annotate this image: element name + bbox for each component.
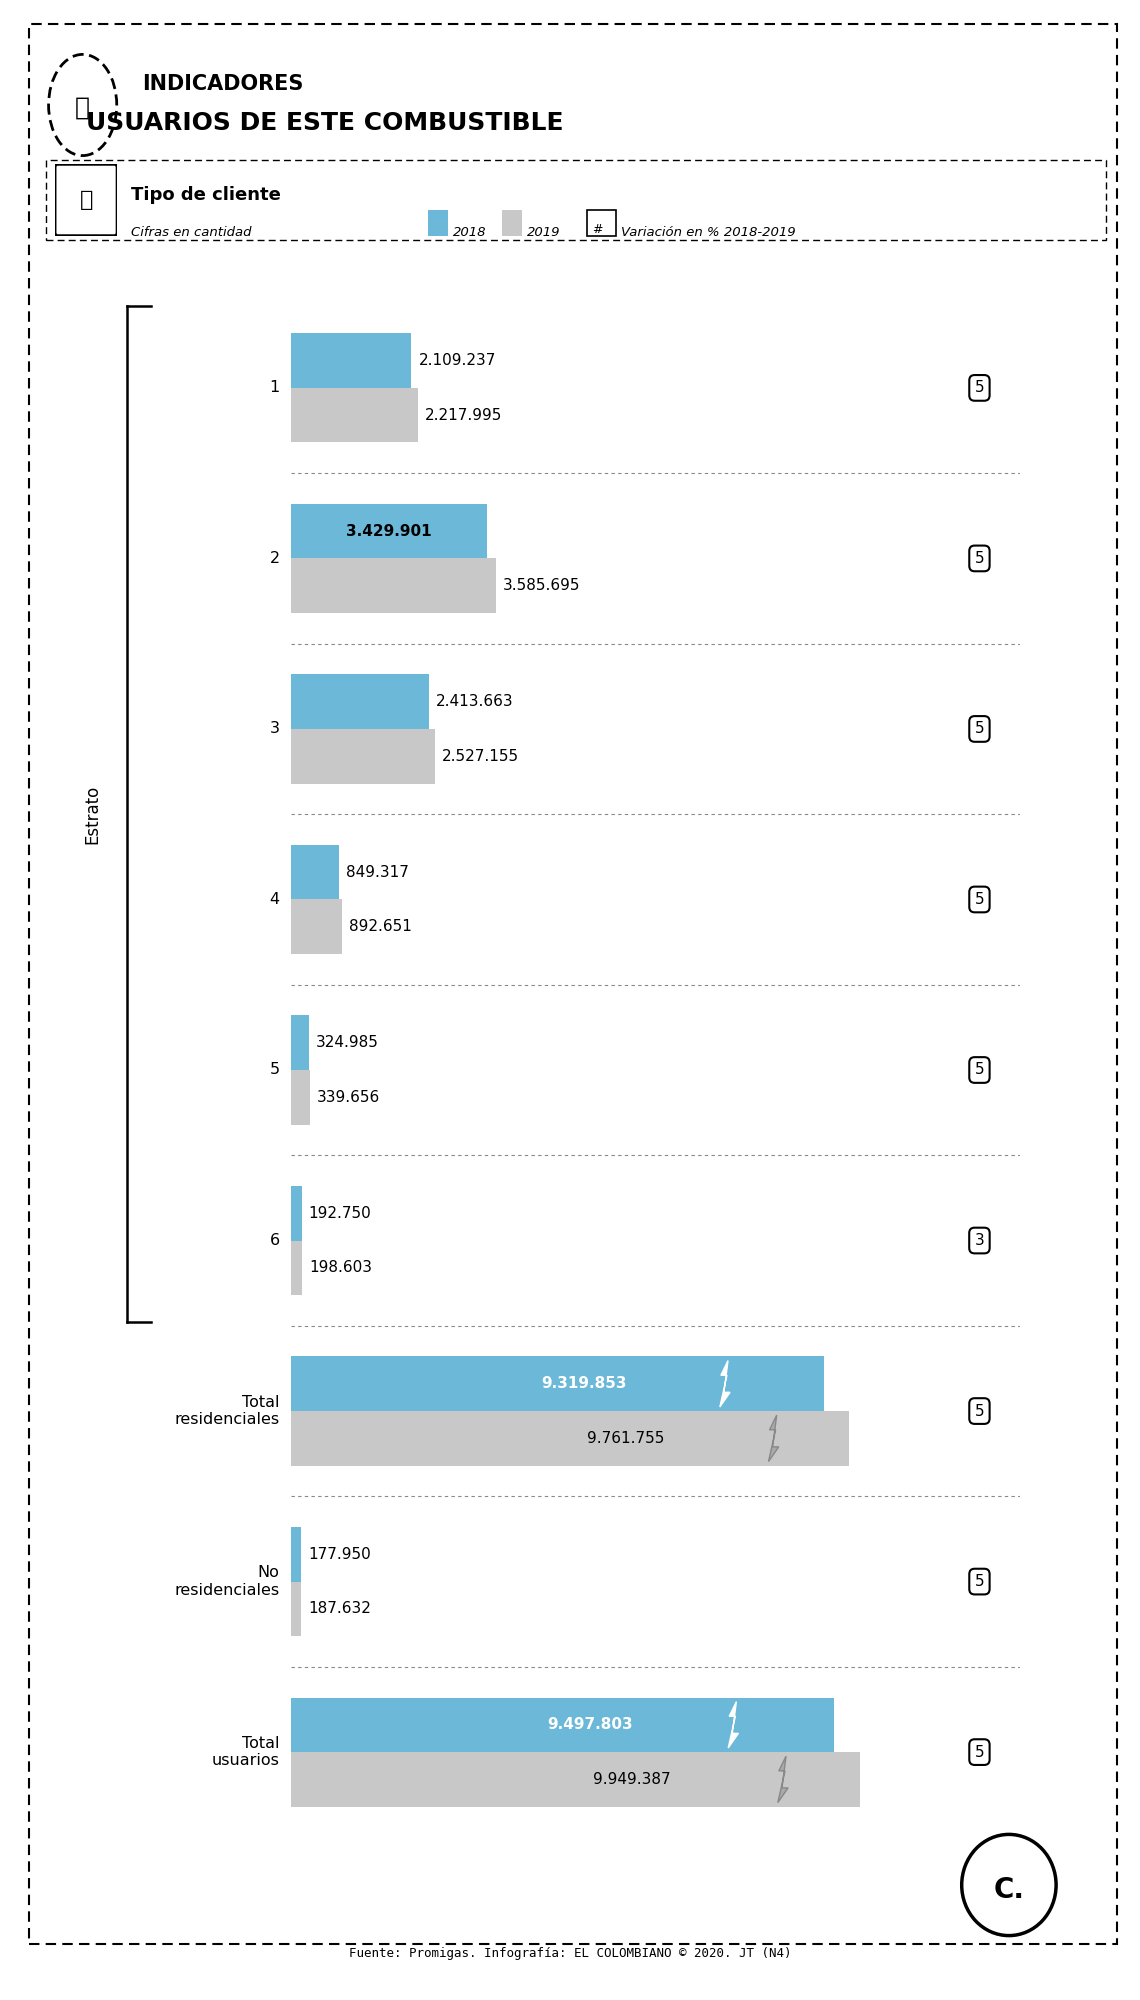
- Bar: [291, 1698, 834, 1752]
- Bar: [291, 1356, 824, 1412]
- Bar: [291, 844, 340, 900]
- Bar: [291, 558, 496, 612]
- Bar: [291, 1240, 302, 1296]
- Bar: [291, 1528, 301, 1582]
- Bar: [291, 504, 487, 558]
- Text: 3: 3: [975, 1234, 984, 1248]
- Polygon shape: [768, 1416, 779, 1462]
- Bar: [291, 900, 342, 954]
- Text: 177.950: 177.950: [308, 1546, 370, 1562]
- Text: 2.109.237: 2.109.237: [418, 354, 496, 368]
- Text: 5: 5: [975, 1744, 984, 1760]
- Text: #: #: [592, 222, 602, 236]
- Polygon shape: [728, 1702, 739, 1748]
- Text: USUARIOS DE ESTE COMBUSTIBLE: USUARIOS DE ESTE COMBUSTIBLE: [86, 110, 563, 136]
- Bar: [291, 674, 429, 728]
- Text: 9.497.803: 9.497.803: [547, 1718, 633, 1732]
- Text: Tipo de cliente: Tipo de cliente: [131, 186, 280, 204]
- Text: 2018: 2018: [453, 226, 486, 238]
- Text: 5: 5: [975, 1574, 984, 1590]
- Text: Estrato: Estrato: [83, 784, 101, 844]
- Text: 849.317: 849.317: [347, 864, 409, 880]
- Text: 2019: 2019: [527, 226, 560, 238]
- Text: 5: 5: [975, 1404, 984, 1418]
- Text: 339.656: 339.656: [317, 1090, 381, 1104]
- Text: 2.413.663: 2.413.663: [435, 694, 513, 710]
- Polygon shape: [777, 1756, 788, 1802]
- Text: 5: 5: [975, 1062, 984, 1078]
- Bar: [291, 1070, 310, 1124]
- Text: 2.527.155: 2.527.155: [442, 748, 520, 764]
- Polygon shape: [719, 1360, 730, 1406]
- Text: C.: C.: [993, 1876, 1025, 1904]
- Bar: [291, 1582, 301, 1636]
- Text: 9.761.755: 9.761.755: [587, 1430, 665, 1446]
- Text: 2.217.995: 2.217.995: [424, 408, 502, 422]
- Text: 5: 5: [975, 892, 984, 906]
- Bar: [291, 1186, 302, 1240]
- Text: 9.319.853: 9.319.853: [542, 1376, 627, 1392]
- Text: 5: 5: [975, 722, 984, 736]
- Bar: [291, 728, 435, 784]
- Bar: [291, 334, 412, 388]
- Text: 9.949.387: 9.949.387: [594, 1772, 671, 1786]
- Text: 5: 5: [975, 550, 984, 566]
- Text: Cifras en cantidad: Cifras en cantidad: [131, 226, 260, 238]
- Text: 🔥: 🔥: [75, 96, 90, 120]
- Text: 👤: 👤: [80, 190, 92, 210]
- Text: 324.985: 324.985: [316, 1036, 380, 1050]
- Text: 3.585.695: 3.585.695: [503, 578, 580, 594]
- Bar: [291, 1412, 849, 1466]
- Bar: [291, 1752, 860, 1806]
- Text: 892.651: 892.651: [349, 920, 412, 934]
- Text: 3.429.901: 3.429.901: [347, 524, 432, 538]
- Text: 5: 5: [975, 380, 984, 396]
- Text: 198.603: 198.603: [309, 1260, 372, 1276]
- Text: INDICADORES: INDICADORES: [142, 74, 304, 94]
- Text: Variación en % 2018-2019: Variación en % 2018-2019: [621, 226, 796, 238]
- Text: Fuente: Promigas. Infografía: EL COLOMBIANO © 2020. JT (N4): Fuente: Promigas. Infografía: EL COLOMBI…: [349, 1948, 791, 1960]
- Bar: [291, 388, 417, 442]
- Text: 192.750: 192.750: [309, 1206, 372, 1220]
- Text: 187.632: 187.632: [309, 1602, 372, 1616]
- Bar: [291, 1016, 309, 1070]
